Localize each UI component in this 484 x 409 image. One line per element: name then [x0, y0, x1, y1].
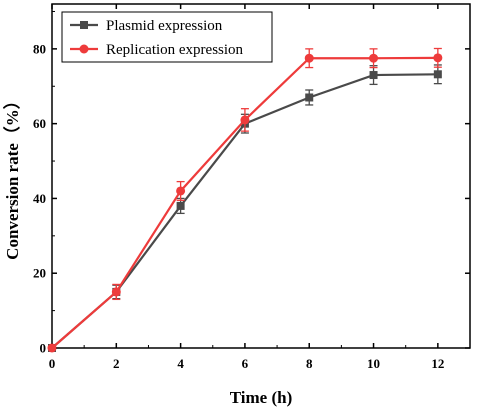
data-point — [111, 287, 121, 297]
y-tick-label: 0 — [40, 341, 47, 356]
y-tick-label: 20 — [33, 266, 46, 281]
legend-entry: Replication expression — [70, 42, 244, 58]
series-layer — [47, 47, 443, 353]
legend-label: Plasmid expression — [106, 18, 223, 34]
data-point — [176, 201, 185, 210]
legend-entry: Plasmid expression — [70, 18, 223, 34]
series-line — [51, 56, 438, 349]
x-axis-label: Time (h) — [230, 388, 293, 407]
x-tick-label: 8 — [306, 356, 313, 371]
legend-box — [61, 11, 273, 63]
data-point — [433, 70, 442, 79]
data-point — [305, 93, 314, 102]
series-2 — [47, 47, 443, 353]
series-1 — [48, 64, 442, 352]
y-axis-ticks: 0 20 40 60 80 — [33, 10, 470, 356]
legend-marker — [79, 44, 89, 54]
legend-label: Replication expression — [106, 42, 244, 58]
data-point — [240, 115, 250, 125]
y-tick-label: 40 — [33, 191, 46, 206]
data-point — [47, 343, 57, 353]
data-point — [176, 186, 186, 196]
plot-frame — [51, 3, 471, 349]
data-point — [369, 71, 378, 80]
x-axis-ticks: 0 2 4 6 8 10 12 — [49, 4, 444, 371]
data-point — [433, 53, 443, 63]
y-tick-label: 60 — [33, 116, 46, 131]
x-tick-label: 6 — [242, 356, 249, 371]
x-tick-label: 12 — [431, 356, 444, 371]
data-point — [304, 53, 314, 63]
legend-marker — [80, 21, 88, 29]
plot-border — [51, 3, 471, 349]
x-tick-label: 10 — [367, 356, 380, 371]
x-tick-label: 2 — [113, 356, 120, 371]
y-tick-label: 80 — [33, 41, 46, 56]
x-tick-label: 0 — [49, 356, 56, 371]
data-point — [369, 53, 379, 63]
legend: Plasmid expression Replication expression — [61, 11, 273, 63]
y-axis-label: Conversion rate（%） — [2, 92, 22, 260]
x-tick-label: 4 — [177, 356, 184, 371]
